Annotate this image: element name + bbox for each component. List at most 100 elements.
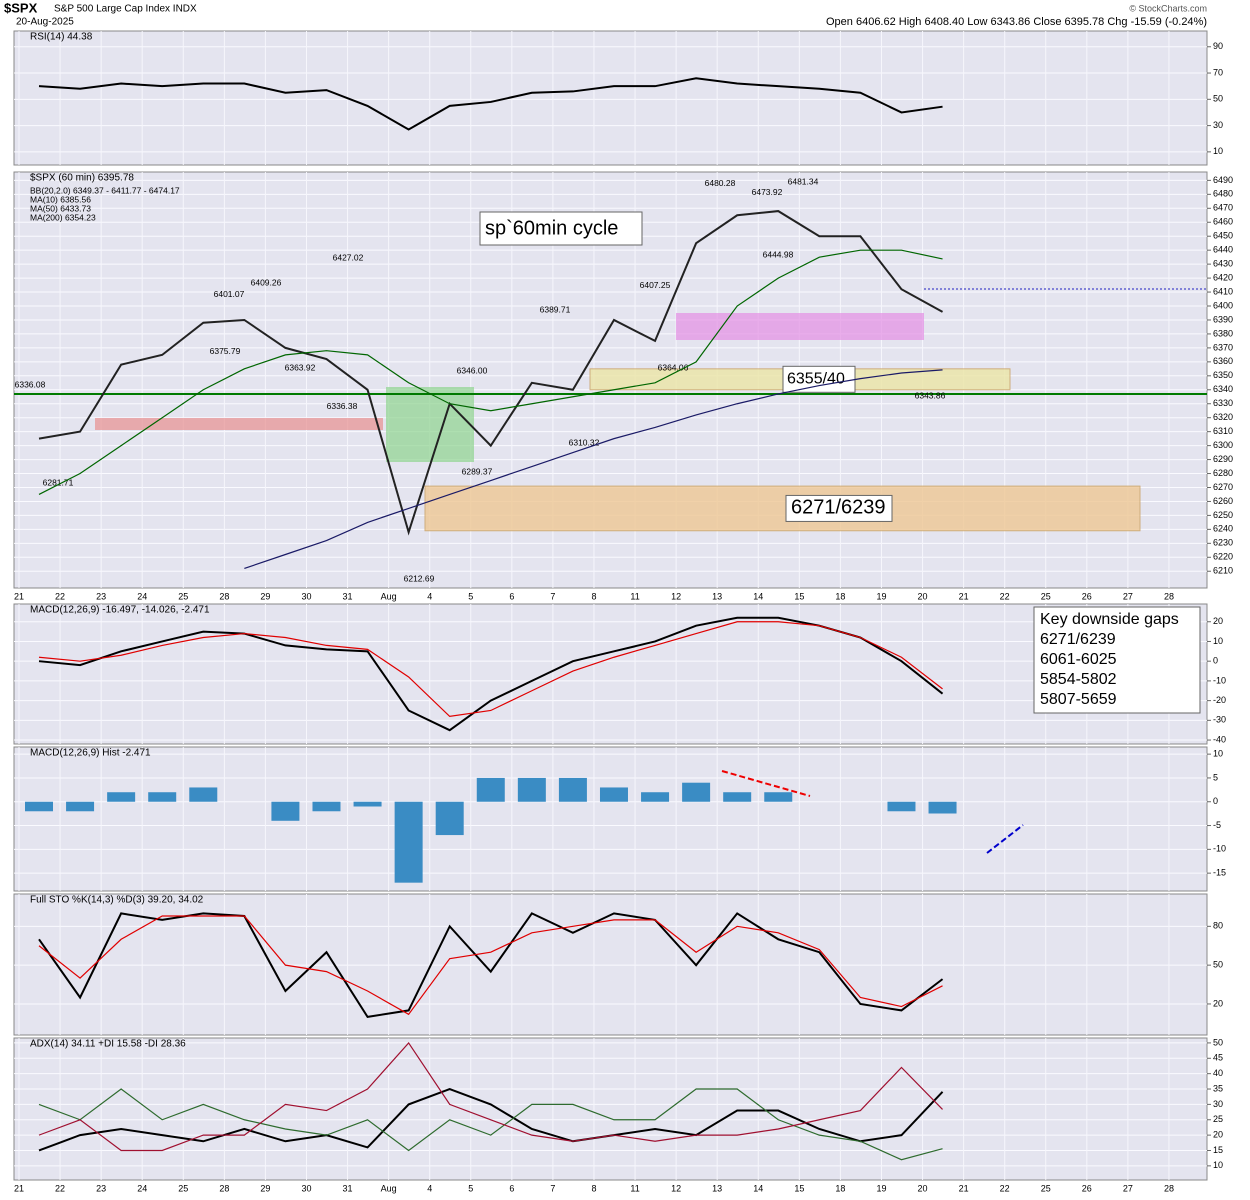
x-tick-label: 22 [1000, 1183, 1010, 1193]
series-line [244, 369, 943, 570]
price-label: 6407.25 [640, 280, 671, 290]
bar [312, 801, 341, 812]
price-label: 6473.92 [752, 187, 783, 197]
x-tick-label: 21 [959, 1183, 969, 1193]
x-tick-label: 15 [794, 591, 804, 601]
y-tick-label: 6240 [1213, 524, 1233, 534]
x-tick-label: 11 [630, 1183, 639, 1193]
panel-title: Full STO %K(14,3) %D(3) 39.20, 34.02 [30, 895, 204, 906]
plot-area [13, 30, 1208, 166]
y-tick-label: -20 [1213, 695, 1226, 705]
y-tick-label: 90 [1213, 41, 1223, 51]
zone-label: 6271/6239 [791, 497, 886, 519]
zone-red [95, 418, 383, 430]
x-tick-label: 20 [918, 591, 928, 601]
x-tick-label: 25 [178, 591, 188, 601]
price-label: 6336.38 [327, 401, 358, 411]
x-tick-label: 14 [753, 1183, 763, 1193]
x-tick-label: 19 [876, 591, 886, 601]
y-tick-label: -10 [1213, 844, 1226, 854]
x-tick-label: 22 [55, 591, 65, 601]
x-tick-label: 19 [876, 1183, 886, 1193]
x-tick-label: Aug [381, 1183, 397, 1193]
x-tick-label: 21 [14, 591, 24, 601]
x-tick-label: 27 [1123, 591, 1133, 601]
y-tick-label: 6280 [1213, 468, 1233, 478]
x-tick-label: 29 [260, 591, 270, 601]
x-tick-label: 12 [671, 1183, 681, 1193]
notes-item: 5854-5802 [1040, 671, 1117, 688]
y-tick-label: 6470 [1213, 203, 1233, 213]
price-label: 6343.86 [915, 391, 946, 401]
x-tick-label: 25 [1041, 1183, 1051, 1193]
price-label: 6444.98 [763, 249, 794, 259]
x-tick-label: 22 [1000, 591, 1010, 601]
bar [928, 801, 957, 814]
price-label: 6281.71 [43, 477, 74, 487]
series-line [38, 249, 943, 496]
series-line [38, 1087, 944, 1152]
y-tick-label: 6420 [1213, 272, 1233, 282]
y-tick-label: 0 [1213, 656, 1218, 666]
y-tick-label: 80 [1213, 921, 1223, 931]
x-tick-label: 20 [918, 1183, 928, 1193]
plot-area [13, 1037, 1208, 1181]
panel-title: $SPX (60 min) 6395.78 [30, 173, 134, 184]
x-tick-label: 25 [178, 1183, 188, 1193]
y-tick-label: 50 [1213, 1037, 1223, 1047]
bar [394, 801, 423, 883]
x-tick-label: 6 [509, 1183, 514, 1193]
bar [353, 801, 382, 807]
x-tick-label: 13 [712, 1183, 722, 1193]
y-tick-label: 10 [1213, 1160, 1223, 1170]
y-tick-label: 6260 [1213, 496, 1233, 506]
x-tick-label: 12 [671, 591, 681, 601]
x-tick-label: 24 [137, 1183, 147, 1193]
bar [517, 777, 546, 802]
bar [887, 801, 916, 812]
plot-area [13, 746, 1208, 892]
y-tick-label: 6360 [1213, 356, 1233, 366]
price-label: 6481.34 [788, 177, 819, 187]
y-tick-label: 35 [1213, 1083, 1223, 1093]
series-line [38, 915, 943, 1016]
y-tick-label: 6370 [1213, 342, 1233, 352]
y-tick-label: 45 [1213, 1053, 1223, 1063]
bar [107, 792, 136, 802]
y-tick-label: 50 [1213, 94, 1223, 104]
x-tick-label: 22 [55, 1183, 65, 1193]
y-tick-label: 6330 [1213, 398, 1233, 408]
bar [66, 801, 95, 812]
zone-label: 6355/40 [787, 371, 845, 388]
x-tick-label: 4 [427, 591, 432, 601]
panel-title: RSI(14) 44.38 [30, 32, 93, 43]
x-tick-label: 31 [343, 591, 353, 601]
y-tick-label: 6310 [1213, 426, 1233, 436]
y-tick-label: 6290 [1213, 454, 1233, 464]
series-line [38, 77, 943, 131]
bar [148, 792, 177, 802]
x-tick-label: 8 [591, 591, 596, 601]
y-tick-label: -40 [1213, 734, 1226, 744]
bar [189, 787, 218, 802]
y-tick-label: 6230 [1213, 538, 1233, 548]
y-tick-label: 6380 [1213, 328, 1233, 338]
legend-entry: MA(200) 6354.23 [30, 212, 96, 222]
x-tick-label: 21 [959, 591, 969, 601]
x-tick-label: 7 [550, 1183, 555, 1193]
y-tick-label: 10 [1213, 749, 1223, 759]
x-tick-label: 14 [753, 591, 763, 601]
bar [682, 782, 711, 802]
x-tick-label: 30 [301, 591, 311, 601]
x-tick-label: 23 [96, 591, 106, 601]
y-tick-label: 6350 [1213, 370, 1233, 380]
trend-red [721, 770, 811, 797]
bar [723, 792, 752, 802]
zone-label-box [785, 494, 893, 522]
bar [476, 777, 505, 802]
price-label: 6375.79 [210, 346, 241, 356]
x-tick-label: 26 [1082, 1183, 1092, 1193]
x-tick-label: 30 [301, 1183, 311, 1193]
bar [558, 777, 587, 802]
price-label: 6336.08 [15, 379, 46, 389]
